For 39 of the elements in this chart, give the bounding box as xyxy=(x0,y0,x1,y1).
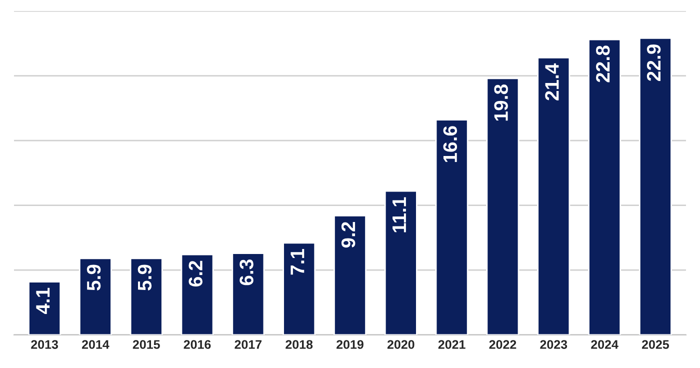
x-tick-label: 2016 xyxy=(184,340,211,349)
data-label: 22.9 xyxy=(646,44,661,81)
x-tick-label: 2017 xyxy=(234,340,262,349)
x-tick-label: 2022 xyxy=(489,340,516,349)
x-tick-label: 2020 xyxy=(387,340,414,349)
data-label: 6.2 xyxy=(188,260,202,286)
x-tick-label: 2023 xyxy=(540,340,568,349)
data-label: 9.2 xyxy=(341,222,356,248)
bar xyxy=(180,254,214,335)
x-tick-label: 2015 xyxy=(132,340,160,349)
bar xyxy=(282,242,316,335)
data-label: 22.8 xyxy=(596,46,610,82)
x-tick-label: 2025 xyxy=(642,340,670,349)
x-tick-label: 2018 xyxy=(286,340,313,349)
data-label: 19.8 xyxy=(494,84,508,121)
data-label: 7.1 xyxy=(290,249,304,275)
bar xyxy=(435,119,468,335)
data-label: 11.1 xyxy=(392,197,406,232)
x-tick-label: 2024 xyxy=(591,340,618,349)
x-tick-label: 2014 xyxy=(82,340,110,349)
data-label: 5.9 xyxy=(86,264,101,290)
x-tick-label: 2013 xyxy=(31,340,58,349)
data-label: 16.6 xyxy=(443,126,458,162)
data-label: 4.1 xyxy=(36,288,50,314)
data-label: 5.9 xyxy=(138,264,152,290)
bar xyxy=(232,252,265,335)
bar xyxy=(28,281,62,335)
bar xyxy=(486,78,520,335)
x-tick-label: 2019 xyxy=(336,340,364,349)
bar xyxy=(130,258,163,335)
bar xyxy=(537,56,570,335)
x-tick-label: 2021 xyxy=(438,340,466,349)
bar xyxy=(78,258,112,335)
data-label: 21.4 xyxy=(545,63,559,100)
bar xyxy=(334,215,366,335)
bar xyxy=(588,38,622,335)
bar xyxy=(384,190,418,335)
bar xyxy=(638,38,672,335)
data-label: 6.3 xyxy=(240,260,254,286)
